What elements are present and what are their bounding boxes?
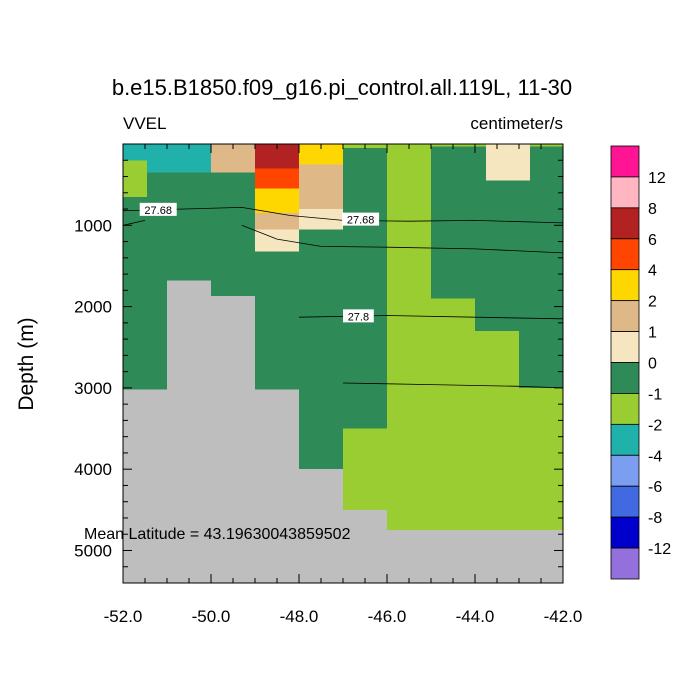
colorbar-label-6: 0	[648, 356, 657, 373]
x-tick-label-0: -52.0	[104, 607, 143, 626]
chart-title: b.e15.B1850.f09_g16.pi_control.all.119L,…	[112, 75, 572, 100]
data-cell-11	[299, 164, 343, 210]
colorbar-swatch-3	[610, 238, 640, 271]
colorbar-label-4: 2	[648, 294, 657, 311]
x-tick-label-2: -48.0	[280, 607, 319, 626]
contour-line-5	[342, 382, 564, 389]
contour-label-1: 27.68	[347, 215, 375, 227]
data-cell-1	[123, 144, 145, 161]
x-tick-label-5: -42.0	[544, 607, 583, 626]
data-cell-10	[299, 144, 343, 165]
y-tick-label-3: 4000	[74, 460, 112, 479]
variable-label: VVEL	[123, 114, 166, 133]
missing-cell-31	[431, 530, 563, 583]
contour-label-0: 27.68	[144, 205, 172, 217]
colorbar-swatch-11	[610, 485, 640, 518]
data-cell-12	[299, 209, 343, 230]
x-tick-label-3: -46.0	[368, 607, 407, 626]
contour-line-2	[122, 220, 146, 226]
missing-cell-29	[343, 509, 387, 583]
units-label: centimeter/s	[470, 114, 563, 133]
missing-cell-25	[211, 296, 255, 583]
colorbar-swatch-7	[610, 362, 640, 394]
data-cell-22	[343, 428, 387, 470]
colorbar-swatch-6	[610, 331, 640, 363]
data-cell-3	[123, 160, 148, 197]
data-cell-7	[255, 188, 299, 214]
y-axis-label: Depth (m)	[15, 317, 38, 410]
colorbar-label-10: -6	[648, 479, 662, 496]
data-cell-18	[486, 144, 530, 181]
contour-label-box-4	[343, 309, 374, 323]
contour-label-box-1	[342, 212, 380, 226]
missing-cell-30	[387, 530, 431, 583]
colorbar-swatch-0	[610, 145, 640, 178]
y-tick-label-1: 2000	[74, 298, 112, 317]
colorbar-label-5: 1	[648, 325, 657, 342]
colorbar-swatch-9	[610, 423, 640, 456]
colorbar-swatch-10	[610, 454, 640, 487]
colorbar-label-1: 8	[648, 201, 657, 218]
missing-cell-24	[167, 280, 211, 583]
missing-cell-26	[123, 389, 167, 583]
colorbar-label-2: 6	[648, 232, 657, 249]
plot-cells	[123, 144, 563, 583]
contour-lines: 27.68 27.68 27.8	[122, 202, 564, 389]
missing-cell-27	[255, 389, 299, 583]
missing-cell-28	[299, 469, 343, 583]
colorbar-swatch-2	[610, 207, 640, 240]
y-tick-label-0: 1000	[74, 216, 112, 235]
colorbar: 12 8 6 4 2 1 0 -1 -2 -4 -6 -8 -12	[610, 145, 671, 580]
colorbar-swatch-1	[610, 176, 640, 209]
colorbar-swatch-5	[610, 300, 640, 332]
colorbar-label-11: -8	[648, 510, 662, 527]
data-cell-2	[145, 144, 211, 173]
colorbar-label-9: -4	[648, 448, 662, 465]
data-cell-6	[255, 168, 299, 189]
colorbar-label-8: -2	[648, 417, 662, 434]
contour-label-box-0	[139, 202, 177, 216]
colorbar-label-12: -12	[648, 541, 671, 558]
mean-latitude-annotation: Mean Latitude = 43.19630043859502	[84, 526, 351, 543]
data-cell-8	[255, 213, 299, 230]
colorbar-label-3: 4	[648, 263, 657, 280]
x-tick-label-4: -44.0	[456, 607, 495, 626]
colorbar-swatch-13	[610, 547, 640, 580]
y-tick-label-4: 5000	[74, 541, 112, 560]
colorbar-swatch-8	[610, 393, 640, 425]
y-tick-label-2: 3000	[74, 379, 112, 398]
colorbar-label-0: 12	[648, 170, 666, 187]
colorbar-swatch-4	[610, 269, 640, 302]
data-cell-20	[475, 330, 519, 531]
colorbar-swatch-12	[610, 516, 640, 549]
contour-label-4: 27.8	[348, 311, 369, 323]
data-cell-21	[519, 387, 563, 531]
x-tick-label-1: -50.0	[192, 607, 231, 626]
data-cell-15	[387, 148, 431, 531]
contour-line-3	[241, 224, 564, 254]
colorbar-label-7: -1	[648, 386, 662, 403]
data-cell-19	[431, 298, 475, 531]
plot-axes: -52.0 -50.0 -48.0 -46.0 -44.0 -42.0 1000 2000 30…	[74, 143, 583, 626]
